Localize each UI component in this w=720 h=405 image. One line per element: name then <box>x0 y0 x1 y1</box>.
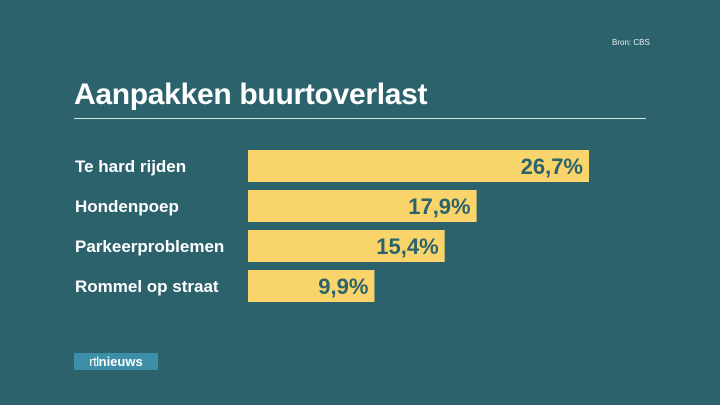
category-label: Te hard rijden <box>75 157 186 176</box>
chart-title: Aanpakken buurtoverlast <box>74 78 428 111</box>
title-divider <box>74 118 646 119</box>
bar <box>248 270 375 302</box>
category-label: Parkeerproblemen <box>75 237 224 256</box>
value-label: 15,4% <box>376 234 438 259</box>
bar <box>248 230 445 262</box>
category-label: Rommel op straat <box>75 277 219 296</box>
value-label: 17,9% <box>408 194 470 219</box>
value-label: 9,9% <box>318 274 368 299</box>
logo-suffix: nieuws <box>98 354 143 369</box>
value-label: 26,7% <box>521 154 583 179</box>
logo-prefix: rtl <box>89 354 99 369</box>
category-label: Hondenpoep <box>75 197 179 216</box>
rtl-nieuws-logo: rtl nieuws <box>74 353 158 370</box>
bar <box>248 190 477 222</box>
bar <box>248 150 589 182</box>
source-label: Bron: CBS <box>612 38 650 47</box>
